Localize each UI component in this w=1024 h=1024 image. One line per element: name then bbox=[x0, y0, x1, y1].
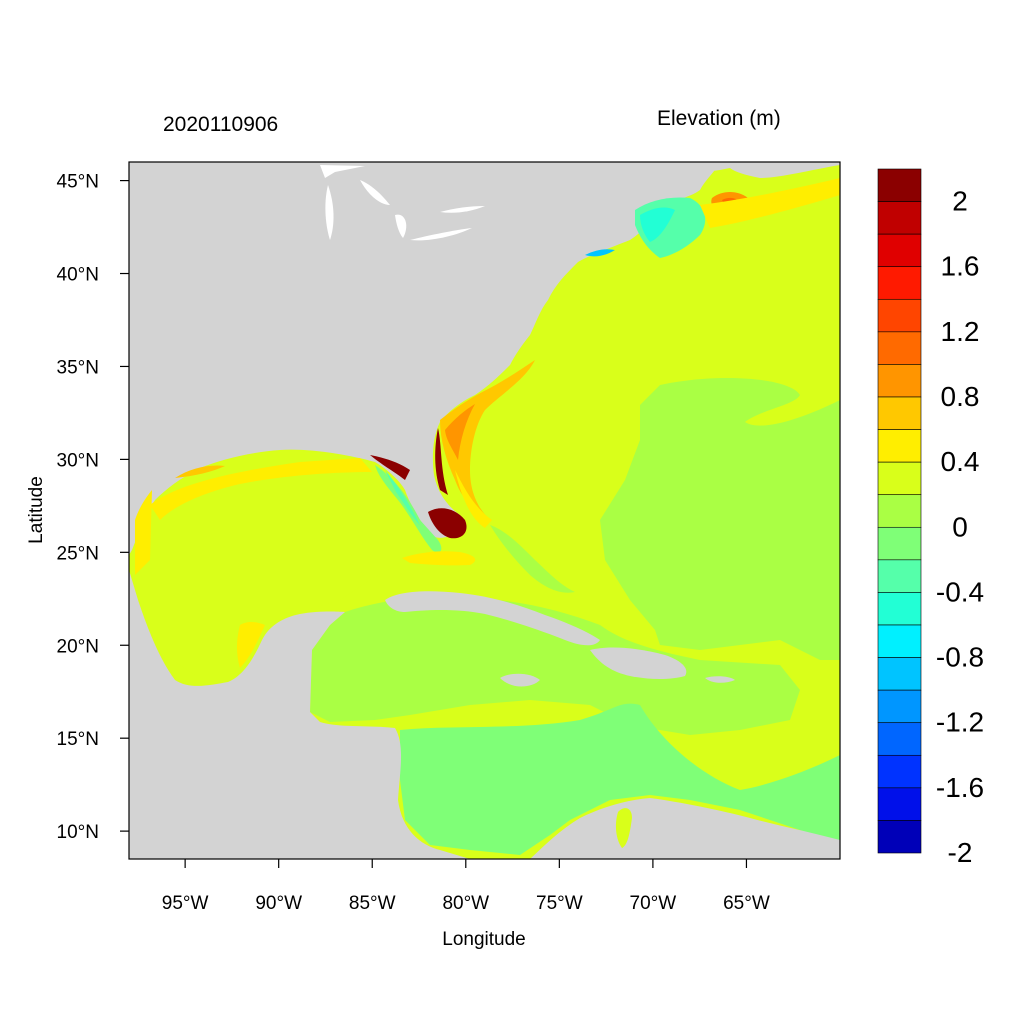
x-axis-ticks: 95°W 90°W 85°W 80°W 75°W 70°W 65°W bbox=[162, 859, 770, 914]
x-tick-label: 85°W bbox=[349, 893, 396, 914]
colorbar-label: -2 bbox=[948, 837, 973, 868]
colorbar: 2 1.6 1.2 0.8 0.4 0 -0.4 -0.8 -1.2 -1.6 -2 bbox=[877, 168, 984, 868]
colorbar-swatch bbox=[877, 559, 922, 593]
southern-caribbean-zone bbox=[400, 703, 840, 855]
south-america-land bbox=[530, 798, 840, 859]
mexico-central-america-land bbox=[129, 570, 470, 859]
colorbar-swatch bbox=[877, 201, 922, 235]
southeast-coast-surge-peak bbox=[445, 404, 475, 460]
y-tick-label: 40°N bbox=[57, 265, 99, 286]
maritime-canada-land bbox=[700, 162, 840, 178]
colorbar-swatch bbox=[877, 429, 922, 463]
louisiana-surge-highlight bbox=[175, 465, 225, 478]
y-tick-label: 25°N bbox=[57, 543, 99, 564]
x-tick-label: 95°W bbox=[162, 893, 209, 914]
colorbar-label: 1.2 bbox=[941, 316, 980, 347]
variable-title: Elevation (m) bbox=[657, 107, 781, 130]
colorbar-swatch bbox=[877, 364, 922, 398]
georgia-coast-peak-zone bbox=[435, 428, 448, 495]
florida-west-coast-negative-inner bbox=[385, 470, 420, 525]
colorbar-label: -1.6 bbox=[936, 772, 984, 803]
gulf-of-maine-inner bbox=[640, 207, 675, 242]
colorbar-swatch bbox=[877, 820, 922, 854]
colorbar-swatch bbox=[877, 298, 922, 333]
colorbar-swatch bbox=[877, 396, 922, 430]
colorbar-swatch bbox=[877, 331, 922, 365]
y-tick-label: 10°N bbox=[57, 822, 99, 843]
date-title: 2020110906 bbox=[163, 113, 279, 136]
puerto-rico-land bbox=[705, 676, 735, 683]
y-tick-label: 20°N bbox=[57, 636, 99, 657]
colorbar-swatch bbox=[877, 494, 922, 528]
long-island-sound-low bbox=[585, 249, 615, 257]
x-tick-label: 75°W bbox=[536, 893, 583, 914]
y-axis-ticks: 45°N 40°N 35°N 30°N 25°N 20°N 15°N 10°N bbox=[57, 172, 129, 843]
colorbar-swatch bbox=[877, 168, 922, 202]
colorbar-label: 2 bbox=[952, 186, 968, 217]
north-america-land bbox=[129, 162, 720, 555]
colorbar-swatch bbox=[877, 624, 922, 658]
colorbar-label: -0.8 bbox=[936, 642, 984, 673]
caribbean-zone bbox=[310, 597, 800, 735]
colorbar-label: 0.4 bbox=[941, 446, 980, 477]
lake-maracaibo bbox=[615, 808, 632, 848]
nova-scotia-band bbox=[700, 178, 840, 228]
florida-east-coast-band bbox=[455, 470, 492, 528]
big-bend-peak-zone bbox=[370, 455, 410, 480]
x-tick-label: 70°W bbox=[630, 893, 677, 914]
y-tick-label: 45°N bbox=[57, 172, 99, 193]
campeche-band bbox=[237, 621, 265, 668]
x-axis-label: Longitude bbox=[442, 929, 525, 950]
florida-keys-plume bbox=[402, 551, 476, 566]
great-lakes bbox=[320, 165, 485, 241]
x-tick-label: 90°W bbox=[255, 893, 302, 914]
plot-frame bbox=[128, 161, 841, 860]
colorbar-swatch bbox=[877, 526, 922, 561]
y-tick-label: 35°N bbox=[57, 357, 99, 378]
colorbar-swatch bbox=[877, 657, 922, 691]
y-tick-label: 15°N bbox=[57, 729, 99, 750]
map-plot-area bbox=[129, 162, 840, 859]
colorbar-swatch bbox=[877, 754, 922, 789]
colorbar-swatch bbox=[877, 592, 922, 626]
x-tick-label: 65°W bbox=[723, 893, 770, 914]
texas-coast-band bbox=[135, 490, 152, 575]
gulf-coast-surge-band bbox=[150, 458, 372, 520]
colorbar-swatch bbox=[877, 461, 922, 496]
x-tick-label: 80°W bbox=[442, 893, 489, 914]
colorbar-swatch bbox=[877, 689, 922, 724]
colorbar-swatch bbox=[877, 266, 922, 300]
colorbar-swatch bbox=[877, 233, 922, 268]
southeast-coast-surge bbox=[440, 360, 535, 520]
atlantic-near-zero-zone bbox=[600, 377, 840, 660]
gulf-of-mexico-zone bbox=[130, 460, 428, 675]
colorbar-label: -1.2 bbox=[936, 707, 984, 738]
y-tick-label: 30°N bbox=[57, 450, 99, 471]
colorbar-label: 1.6 bbox=[941, 251, 980, 282]
y-axis-label: Latitude bbox=[26, 476, 47, 544]
jamaica-land bbox=[500, 673, 540, 687]
colorbar-label: -0.4 bbox=[936, 576, 984, 607]
south-florida-peak-zone bbox=[428, 508, 467, 539]
hispaniola-land bbox=[590, 647, 687, 679]
colorbar-swatch bbox=[877, 722, 922, 756]
colorbar-label: 0.8 bbox=[941, 381, 980, 412]
bahamas-zone bbox=[490, 525, 575, 593]
cuba-land bbox=[385, 591, 600, 646]
colorbar-swatch bbox=[877, 787, 922, 821]
colorbar-label: 0 bbox=[952, 511, 968, 542]
